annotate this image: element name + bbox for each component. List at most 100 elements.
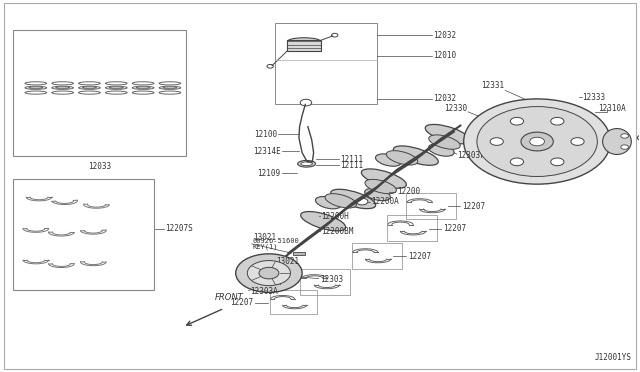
Text: 12207: 12207 — [408, 252, 431, 261]
Text: 12207: 12207 — [463, 202, 486, 211]
Text: 12330: 12330 — [444, 104, 467, 113]
Circle shape — [571, 138, 584, 145]
Circle shape — [530, 137, 545, 146]
Ellipse shape — [301, 162, 312, 166]
Text: 12200H: 12200H — [321, 212, 349, 221]
Ellipse shape — [52, 86, 74, 89]
Text: 12303: 12303 — [320, 275, 343, 284]
Ellipse shape — [159, 91, 180, 94]
Ellipse shape — [316, 196, 341, 209]
Text: 12100: 12100 — [254, 129, 277, 139]
Bar — [275, 23, 378, 105]
Ellipse shape — [387, 151, 418, 165]
Ellipse shape — [298, 160, 316, 167]
Text: KEY(1): KEY(1) — [253, 243, 278, 250]
Circle shape — [259, 267, 279, 279]
Ellipse shape — [132, 82, 154, 85]
Text: 12033: 12033 — [88, 162, 111, 171]
Text: 12111: 12111 — [340, 155, 364, 164]
Circle shape — [236, 254, 302, 292]
Text: 12207: 12207 — [444, 224, 467, 233]
Ellipse shape — [331, 189, 376, 209]
Bar — [406, 193, 456, 219]
Ellipse shape — [132, 91, 154, 94]
Ellipse shape — [56, 87, 70, 89]
Text: 12331: 12331 — [481, 81, 504, 90]
Bar — [13, 179, 154, 290]
Ellipse shape — [25, 82, 47, 85]
Ellipse shape — [79, 91, 100, 94]
Ellipse shape — [394, 146, 438, 165]
Ellipse shape — [79, 82, 100, 85]
Bar — [269, 290, 317, 314]
Circle shape — [510, 158, 524, 166]
Ellipse shape — [376, 154, 401, 166]
Text: 12314E: 12314E — [253, 147, 280, 155]
Text: 12200A: 12200A — [371, 197, 399, 206]
Ellipse shape — [52, 82, 74, 85]
Circle shape — [550, 118, 564, 125]
Text: 12032: 12032 — [433, 94, 456, 103]
Ellipse shape — [79, 86, 100, 89]
Ellipse shape — [159, 86, 180, 89]
Circle shape — [490, 138, 503, 145]
Ellipse shape — [106, 91, 127, 94]
Circle shape — [550, 158, 564, 166]
Bar — [287, 40, 321, 51]
Circle shape — [356, 198, 368, 205]
Circle shape — [510, 118, 524, 125]
Bar — [351, 243, 401, 269]
Ellipse shape — [83, 87, 97, 89]
Ellipse shape — [25, 86, 47, 89]
Text: 13021: 13021 — [253, 233, 276, 243]
Text: 12303A: 12303A — [250, 287, 278, 296]
Ellipse shape — [603, 129, 631, 154]
Ellipse shape — [109, 87, 124, 89]
Text: 12111: 12111 — [340, 161, 364, 170]
Circle shape — [267, 64, 273, 68]
Ellipse shape — [52, 91, 74, 94]
Circle shape — [621, 145, 628, 149]
Text: 12200: 12200 — [397, 187, 420, 196]
Text: 12200BM: 12200BM — [321, 227, 354, 236]
Ellipse shape — [29, 87, 43, 89]
Text: 12207: 12207 — [260, 278, 283, 287]
Ellipse shape — [25, 91, 47, 94]
Circle shape — [332, 33, 338, 37]
Ellipse shape — [163, 87, 177, 89]
Ellipse shape — [429, 135, 460, 149]
Ellipse shape — [301, 212, 346, 231]
Ellipse shape — [429, 144, 454, 156]
Text: 12333: 12333 — [582, 93, 605, 102]
Circle shape — [521, 132, 554, 151]
Ellipse shape — [106, 86, 127, 89]
Ellipse shape — [365, 179, 396, 194]
Text: 12310A: 12310A — [598, 104, 625, 113]
Ellipse shape — [325, 194, 356, 208]
Text: 12010: 12010 — [433, 51, 456, 60]
Ellipse shape — [365, 188, 390, 201]
Text: 12109: 12109 — [257, 169, 280, 177]
Circle shape — [477, 107, 597, 176]
Circle shape — [464, 99, 611, 184]
Text: J12001YS: J12001YS — [595, 353, 632, 362]
Text: 12207S: 12207S — [166, 224, 193, 233]
Circle shape — [300, 99, 312, 106]
Text: FRONT: FRONT — [214, 293, 243, 302]
Circle shape — [247, 260, 291, 286]
Ellipse shape — [362, 169, 406, 188]
Bar — [387, 215, 436, 241]
Ellipse shape — [136, 87, 150, 89]
Bar — [13, 31, 186, 156]
Circle shape — [637, 135, 640, 141]
Ellipse shape — [287, 38, 321, 45]
Ellipse shape — [159, 82, 180, 85]
Text: 12032: 12032 — [433, 31, 456, 40]
Ellipse shape — [132, 86, 154, 89]
Ellipse shape — [106, 82, 127, 85]
Text: 13021: 13021 — [276, 257, 300, 266]
Bar — [293, 251, 305, 254]
Circle shape — [621, 134, 628, 138]
Text: 00926-51600: 00926-51600 — [253, 238, 300, 244]
Text: 12303F: 12303F — [458, 151, 485, 160]
